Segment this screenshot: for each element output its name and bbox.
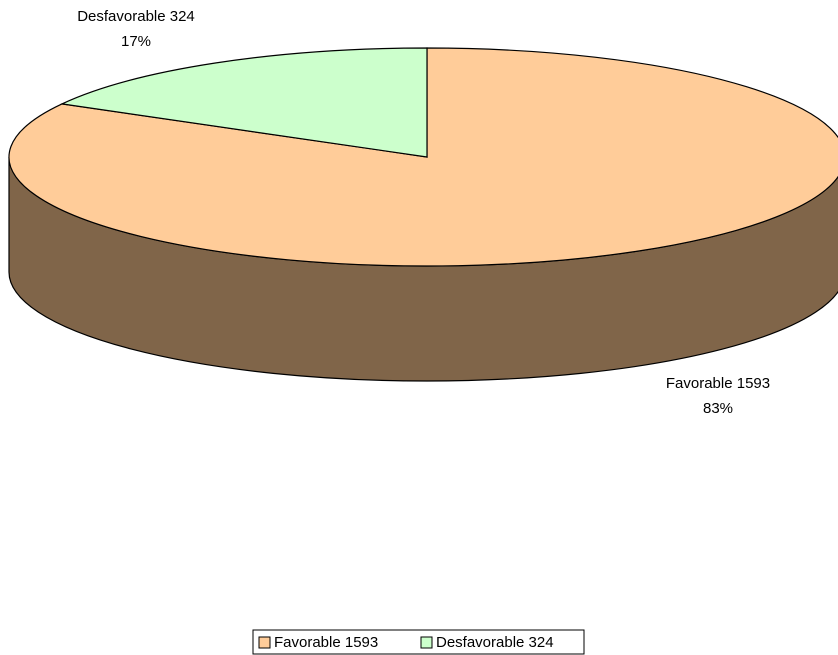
legend-frame: [252, 629, 585, 655]
legend-label-desfavorable: Desfavorable 324: [436, 634, 554, 651]
slice-label-desfavorable: Desfavorable 324 17%: [77, 8, 195, 50]
slice-label-desfavorable-percent: 17%: [121, 33, 151, 50]
pie-slice-desfavorable: [59, 47, 428, 158]
legend-swatch-favorable: [258, 636, 271, 649]
slice-label-favorable-name: Favorable 1593: [666, 375, 770, 392]
legend: Favorable 1593 Desfavorable 324: [252, 629, 585, 655]
slice-label-favorable: Favorable 1593 83%: [666, 375, 770, 417]
slice-label-favorable-percent: 83%: [703, 400, 733, 417]
pie-top-face: [8, 47, 838, 267]
legend-label-favorable: Favorable 1593: [274, 634, 378, 651]
legend-swatch-desfavorable: [420, 636, 433, 649]
slice-label-desfavorable-name: Desfavorable 324: [77, 8, 195, 25]
